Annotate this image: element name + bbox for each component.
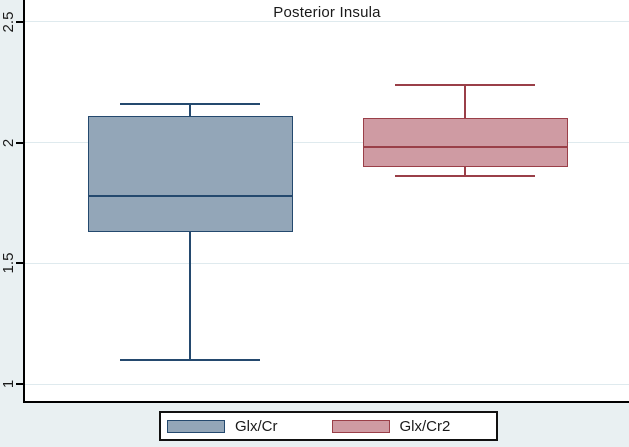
box-glx-cr	[87, 115, 293, 232]
y-tick-label: 2.5	[0, 11, 17, 33]
y-tick-mark	[16, 20, 23, 23]
gridlines	[25, 0, 629, 401]
legend-label-glx-cr2: Glx/Cr2	[399, 417, 451, 435]
legend-entry-glx-cr2: Glx/Cr2	[331, 417, 451, 435]
y-tick-label: 2	[0, 138, 17, 147]
gridline	[25, 142, 629, 144]
whisker-cap-bottom	[395, 175, 535, 178]
legend: Glx/Cr Glx/Cr2	[159, 411, 498, 441]
gridline	[25, 262, 629, 264]
plot-area: Posterior Insula	[23, 0, 629, 403]
legend-swatch-glx-cr	[167, 419, 225, 433]
legend-swatch-glx-cr2	[331, 419, 390, 433]
whisker-cap-top	[120, 102, 260, 105]
y-tick-mark	[16, 383, 23, 386]
median-line	[87, 194, 293, 197]
series-layer	[25, 0, 629, 401]
whisker-stem-bottom	[464, 166, 466, 177]
legend-label-glx-cr: Glx/Cr	[235, 417, 278, 435]
whisker-cap-bottom	[120, 358, 260, 361]
y-tick-label: 1.5	[0, 252, 17, 274]
whisker-stem-top	[189, 103, 191, 116]
y-tick-label: 1	[0, 379, 17, 389]
y-tick-mark	[16, 141, 23, 144]
legend-entry-glx-cr: Glx/Cr	[167, 418, 278, 435]
box-glx-cr2	[362, 118, 568, 167]
median-line	[362, 146, 568, 149]
gridline	[25, 383, 629, 385]
chart-title: Posterior Insula	[273, 4, 381, 21]
whisker-stem-top	[464, 84, 466, 119]
gridline	[25, 21, 629, 23]
whisker-stem-bottom	[189, 231, 191, 360]
whisker-cap-top	[395, 83, 535, 86]
y-tick-mark	[16, 262, 23, 265]
